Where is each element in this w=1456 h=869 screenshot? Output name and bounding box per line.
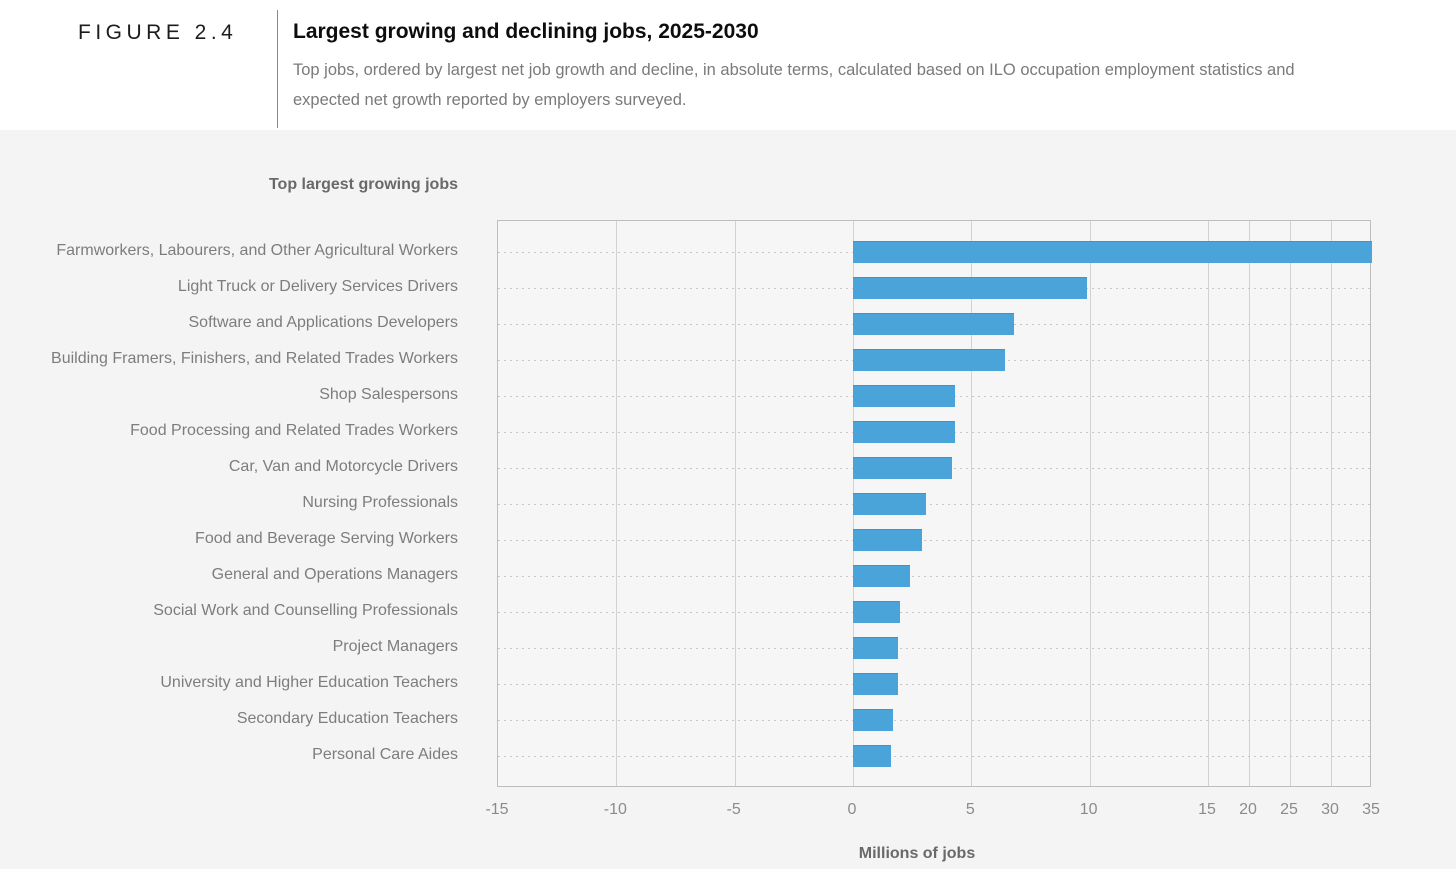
bar: [853, 673, 898, 695]
x-tick-label: -5: [726, 801, 741, 818]
row-dotted-line: [498, 684, 1370, 685]
category-label: Light Truck or Delivery Services Drivers: [177, 278, 458, 295]
bar: [853, 637, 898, 659]
category-label: Building Framers, Finishers, and Related…: [51, 350, 458, 367]
gridline-x-15: [1208, 221, 1209, 786]
figure-header: FIGURE 2.4 Largest growing and declining…: [0, 0, 1456, 130]
x-tick-label: 10: [1079, 801, 1098, 818]
figure-number: FIGURE 2.4: [78, 21, 238, 44]
bar: [853, 457, 953, 479]
x-tick-label: 35: [1362, 801, 1380, 818]
category-label: Nursing Professionals: [302, 494, 458, 511]
x-tick-label: 5: [965, 801, 975, 818]
category-label: University and Higher Education Teachers: [160, 674, 458, 691]
gridline-x-20: [1249, 221, 1250, 786]
category-label: Social Work and Counselling Professional…: [153, 602, 458, 619]
row-dotted-line: [498, 756, 1370, 757]
category-label: Project Managers: [332, 638, 458, 655]
bar: [853, 745, 891, 767]
category-label: Secondary Education Teachers: [236, 710, 458, 727]
bar: [853, 277, 1088, 299]
bar: [853, 313, 1014, 335]
row-dotted-line: [498, 576, 1370, 577]
x-axis-title: Millions of jobs: [858, 845, 976, 862]
figure-subtitle: Top jobs, ordered by largest net job gro…: [293, 61, 1295, 109]
x-tick-label: 20: [1239, 801, 1257, 818]
category-label: Personal Care Aides: [312, 746, 458, 763]
bar: [853, 709, 894, 731]
category-label: Car, Van and Motorcycle Drivers: [228, 458, 458, 475]
x-tick-label: 30: [1321, 801, 1339, 818]
category-label: Software and Applications Developers: [188, 314, 459, 331]
bar-chart-plot: [497, 220, 1372, 787]
bar: [853, 493, 927, 515]
bar: [853, 241, 1372, 263]
row-dotted-line: [498, 648, 1370, 649]
gridline-x-30: [1331, 221, 1332, 786]
header-divider: [277, 10, 278, 128]
category-label: Food and Beverage Serving Workers: [195, 530, 458, 547]
panel-heading: Top largest growing jobs: [268, 176, 458, 193]
bar: [853, 601, 901, 623]
bar: [853, 421, 955, 443]
category-label: Farmworkers, Labourers, and Other Agricu…: [56, 242, 458, 259]
bar: [853, 385, 955, 407]
gridline-x-5: [971, 221, 973, 786]
figure-title: Largest growing and declining jobs, 2025…: [293, 20, 759, 43]
gridline-x--5: [734, 221, 736, 786]
bar: [853, 565, 910, 587]
gridline-x-10: [1089, 221, 1091, 786]
gridline-x-25: [1290, 221, 1291, 786]
category-label: Shop Salespersons: [319, 386, 458, 403]
bar: [853, 529, 922, 551]
row-dotted-line: [498, 540, 1370, 541]
row-dotted-line: [498, 720, 1370, 721]
category-label: General and Operations Managers: [211, 566, 458, 583]
bar: [853, 349, 1005, 371]
x-tick-label: 25: [1280, 801, 1298, 818]
x-tick-label: 15: [1198, 801, 1216, 818]
x-tick-label: -15: [485, 801, 509, 818]
gridline-x--10: [616, 221, 618, 786]
x-tick-label: 0: [847, 801, 857, 818]
category-label: Food Processing and Related Trades Worke…: [130, 422, 458, 439]
row-dotted-line: [498, 504, 1370, 505]
row-dotted-line: [498, 612, 1370, 613]
x-tick-label: -10: [603, 801, 627, 818]
x-axis-ticks: -15 -10 -5 0 5 10 15 20 25 30 35: [485, 801, 1379, 821]
